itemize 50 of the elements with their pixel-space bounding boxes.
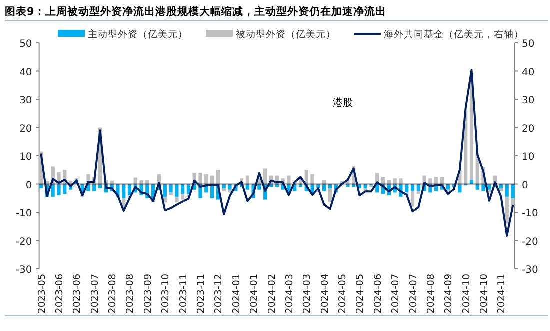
x-tick-label: 2024-09 (444, 274, 455, 314)
y-tick-label: 30 (20, 96, 32, 106)
x-tick-label: 2023-08 (108, 274, 119, 314)
y-tick-label: 50 (20, 39, 32, 50)
x-tick-label: 2023-05 (36, 274, 48, 314)
annotation: 港股 (333, 97, 353, 109)
x-tick-label: 2023-12 (214, 274, 225, 314)
x-tick-label: 2024-01 (249, 274, 260, 314)
x-tick-label: 2023-08 (125, 274, 136, 314)
y-tick-label: -20 (16, 236, 32, 248)
x-tick-label: 2024-04 (320, 274, 331, 314)
x-tick-label: 2024-10 (479, 274, 490, 314)
legend-label: 被动型外资（亿美元） (236, 28, 336, 40)
x-tick-label: 2023-06 (54, 274, 66, 314)
x-tick-label: 2024-02 (266, 274, 278, 314)
x-tick-label: 2024-06 (372, 274, 384, 314)
x-tick-label: 2023-11 (196, 274, 207, 314)
x-tick-label: 2023-09 (142, 274, 154, 314)
y-tick-label: 10 (20, 152, 32, 163)
y-tick-label: 20 (20, 124, 32, 135)
y-tick-label: 40 (20, 67, 32, 78)
x-tick-label: 2024-03 (302, 274, 314, 314)
x-tick-label: 2024-05 (355, 274, 366, 314)
legend-label: 主动型外资（亿美元） (88, 28, 188, 40)
legend-label: 海外共同基金（亿美元，右轴） (384, 28, 524, 40)
x-tick-label: 2023-06 (72, 274, 84, 314)
y2-tick-label: -10 (522, 208, 538, 220)
y2-tick-label: 20 (522, 124, 535, 135)
x-tick-label: 2024-03 (284, 274, 296, 314)
y2-tick-label: -30 (522, 265, 538, 276)
y2-tick-label: -20 (522, 236, 538, 248)
x-tick-label: 2023-11 (178, 274, 190, 314)
y2-tick-label: 40 (522, 67, 535, 78)
y2-tick-label: 0 (522, 180, 528, 192)
y2-tick-label: 30 (522, 96, 535, 106)
x-tick-label: 2024-08 (426, 274, 437, 314)
chart-title: 图表9：上周被动型外资净流出港股规模大幅缩减，主动型外资仍在加速净流出 (5, 5, 386, 18)
x-tick-label: 2024-07 (408, 274, 420, 314)
x-tick-label: 2024-01 (231, 274, 242, 314)
x-tick-label: 2024-10 (461, 274, 472, 314)
x-tick-label: 2024-05 (338, 274, 349, 314)
y2-tick-label: 50 (522, 39, 535, 50)
y-tick-label: -10 (16, 208, 32, 220)
x-tick-label: 2024-07 (390, 274, 402, 314)
y-tick-label: -30 (16, 265, 32, 276)
x-tick-label: 2023-10 (160, 274, 172, 314)
y-tick-label: 0 (26, 180, 32, 192)
y2-tick-label: 10 (522, 152, 535, 163)
x-tick-label: 2023-07 (90, 274, 101, 314)
x-tick-label: 2024-11 (496, 274, 508, 314)
